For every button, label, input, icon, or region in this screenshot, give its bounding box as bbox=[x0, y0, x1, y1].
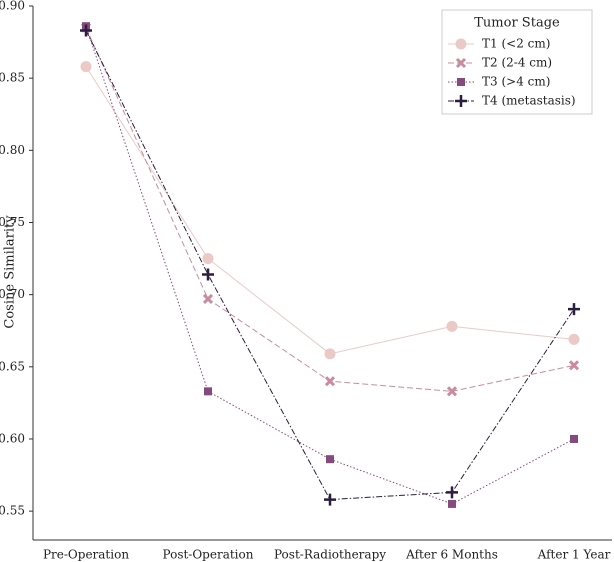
marker bbox=[324, 376, 336, 387]
marker bbox=[457, 78, 465, 86]
marker bbox=[455, 38, 467, 50]
marker bbox=[202, 293, 214, 305]
x-tick-label: Post-Operation bbox=[163, 548, 254, 562]
y-tick-label: 0.90 bbox=[0, 0, 25, 13]
marker bbox=[326, 455, 334, 464]
marker bbox=[80, 24, 92, 37]
y-tick-label: 0.75 bbox=[0, 215, 25, 229]
marker bbox=[568, 303, 580, 316]
series-line bbox=[85, 30, 575, 501]
legend-title: Tumor Stage bbox=[474, 16, 560, 31]
marker bbox=[448, 499, 456, 508]
marker bbox=[570, 434, 578, 443]
legend-label: T1 (<2 cm) bbox=[482, 37, 550, 51]
y-tick-label: 0.55 bbox=[0, 504, 25, 518]
y-tick-label: 0.65 bbox=[0, 359, 25, 373]
legend-box bbox=[441, 9, 593, 115]
marker bbox=[568, 360, 580, 371]
y-tick-label: 0.70 bbox=[0, 287, 25, 301]
marker bbox=[202, 253, 214, 265]
legend-label: T2 (2-4 cm) bbox=[482, 56, 552, 70]
marker bbox=[204, 387, 212, 396]
marker bbox=[446, 320, 458, 332]
marker bbox=[446, 386, 458, 397]
x-tick-label: Post-Radiotherapy bbox=[274, 548, 386, 562]
legend: Tumor Stage T1 (<2 cm) T2 (2-4 cm) T3 (>4 c… bbox=[441, 9, 593, 115]
y-tick-label: 0.60 bbox=[0, 431, 25, 445]
marker bbox=[568, 333, 580, 345]
y-tick-label: 0.85 bbox=[0, 71, 25, 85]
x-tick-label: After 6 Months bbox=[405, 548, 498, 562]
legend-label: T4 (metastasis) bbox=[482, 94, 576, 108]
series-line bbox=[85, 26, 575, 505]
y-axis-label: Cosine Similarity bbox=[3, 215, 18, 329]
x-tick-label: Pre-Operation bbox=[43, 548, 129, 562]
marker bbox=[324, 493, 336, 506]
marker bbox=[202, 268, 214, 281]
marker bbox=[324, 348, 336, 360]
marker bbox=[80, 61, 92, 73]
marker bbox=[455, 57, 467, 69]
marker bbox=[446, 486, 458, 499]
marker bbox=[455, 95, 467, 107]
legend-label: T3 (>4 cm) bbox=[482, 75, 550, 89]
y-tick-label: 0.80 bbox=[0, 143, 25, 157]
x-tick-label: After 1 Year bbox=[537, 548, 611, 562]
